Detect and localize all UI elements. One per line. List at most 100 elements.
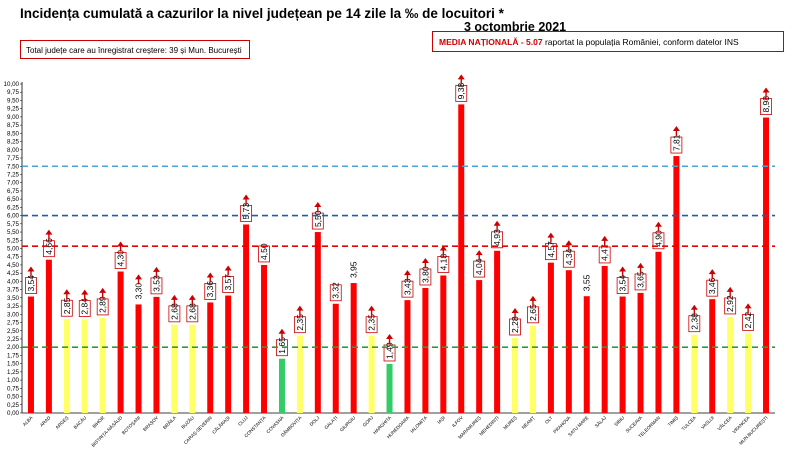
value-label-box <box>760 98 772 115</box>
increase-arrow-head <box>493 220 501 226</box>
bar <box>691 334 698 413</box>
value-label-box <box>365 316 378 334</box>
bar <box>99 317 106 413</box>
increase-arrow-head <box>314 202 322 208</box>
y-tick-label: 7,25 <box>7 171 20 178</box>
bar <box>135 304 142 413</box>
category-label: OLT <box>544 415 554 425</box>
value-label: 1,49 <box>385 342 395 359</box>
value-label: 4,57 <box>546 241 556 258</box>
y-tick-label: 1,50 <box>7 361 20 368</box>
y-tick-label: 9,50 <box>7 97 20 104</box>
chart-date: 3 octombrie 2021 <box>464 20 567 34</box>
value-label: 2,28 <box>510 316 520 333</box>
bar <box>350 283 357 413</box>
value-label-box <box>706 279 719 297</box>
value-label: 3,43 <box>402 278 412 295</box>
value-label: 3,80 <box>420 266 430 283</box>
growth-note-box: Total județe care au înregistrat creșter… <box>20 40 250 59</box>
bar <box>619 296 626 413</box>
value-label: 3,36 <box>205 281 215 298</box>
bar <box>440 275 447 413</box>
value-label: 3,55 <box>582 274 592 291</box>
category-label: VASLUI <box>700 415 715 430</box>
value-label: 2,65 <box>528 304 538 321</box>
bar <box>404 300 411 413</box>
value-label-box <box>25 277 37 294</box>
bar <box>601 265 608 413</box>
bar <box>153 296 160 413</box>
y-tick-label: 0,00 <box>7 410 20 417</box>
category-label: SIBIU <box>613 415 625 427</box>
value-label: 4,04 <box>474 258 484 275</box>
y-tick-label: 8,25 <box>7 139 20 146</box>
value-label: 4,93 <box>492 229 502 246</box>
category-label: GALAȚI <box>323 415 338 430</box>
increase-arrow-head <box>547 232 555 238</box>
increase-arrow-head <box>117 241 125 247</box>
category-label: IAȘI <box>436 415 446 425</box>
y-tick-label: 3,50 <box>7 295 20 302</box>
y-tick-label: 6,75 <box>7 188 20 195</box>
y-tick-label: 4,50 <box>7 262 20 269</box>
value-label-box <box>293 316 306 334</box>
value-label-box <box>491 231 504 249</box>
value-label-box <box>96 298 109 316</box>
value-label-box <box>509 318 521 336</box>
category-label: GORJ <box>362 415 375 428</box>
y-tick-label: 1,00 <box>7 377 20 384</box>
value-label: 3,54 <box>618 275 628 292</box>
value-label-box <box>527 306 539 324</box>
increase-arrow-head <box>619 266 627 272</box>
increase-arrow-head <box>242 194 250 200</box>
value-label-box <box>240 205 253 222</box>
national-average-separator: - <box>518 37 527 47</box>
value-label: 3,53 <box>151 275 161 292</box>
y-tick-label: 9,25 <box>7 106 20 113</box>
bar <box>171 324 178 413</box>
y-tick-label: 3,75 <box>7 287 20 294</box>
increase-arrow-head <box>368 305 376 311</box>
y-tick-label: 7,50 <box>7 163 20 170</box>
bar <box>458 104 465 413</box>
value-label-box <box>60 299 73 317</box>
value-label: 2,42 <box>743 312 753 329</box>
value-label: 3,32 <box>331 282 341 299</box>
category-label: CĂLĂRAȘI <box>211 414 231 434</box>
bar <box>189 324 196 413</box>
bar <box>512 337 519 413</box>
value-label: 2,89 <box>98 296 108 313</box>
bar <box>673 156 680 413</box>
value-label: 3,57 <box>223 274 233 291</box>
value-label-box <box>562 250 575 268</box>
y-tick-label: 0,25 <box>7 402 20 409</box>
value-label-box <box>652 232 665 250</box>
y-tick-label: 1,25 <box>7 369 20 376</box>
y-tick-label: 7,00 <box>7 180 20 187</box>
category-label: ALBA <box>22 415 35 428</box>
value-label: 7,81 <box>671 134 681 151</box>
y-tick-label: 8,75 <box>7 122 20 129</box>
increase-arrow-head <box>27 266 35 272</box>
value-label-box <box>383 344 396 362</box>
bar <box>386 363 393 413</box>
category-label: TIMIȘ <box>667 415 679 427</box>
bar <box>314 232 321 413</box>
y-tick-label: 6,50 <box>7 196 20 203</box>
increase-arrow-head <box>654 221 662 227</box>
value-label-box <box>616 277 629 294</box>
bar <box>583 296 590 413</box>
category-label: BUZĂU <box>180 414 195 429</box>
bar <box>368 335 375 413</box>
value-label: 5,50 <box>313 210 323 227</box>
chart-title: Incidența cumulată a cazurilor la nivel … <box>20 6 504 21</box>
category-label: BISTRIȚA-NĂSĂUD <box>90 414 124 448</box>
increase-arrow-head <box>81 289 89 295</box>
increase-arrow-head <box>601 235 609 241</box>
category-label: BRĂILA <box>161 414 177 430</box>
increase-arrow-head <box>99 287 107 293</box>
value-label: 4,34 <box>564 248 574 265</box>
category-label: ARAD <box>39 415 52 428</box>
value-label-box <box>437 256 450 273</box>
category-label: SĂLAJ <box>593 414 607 428</box>
